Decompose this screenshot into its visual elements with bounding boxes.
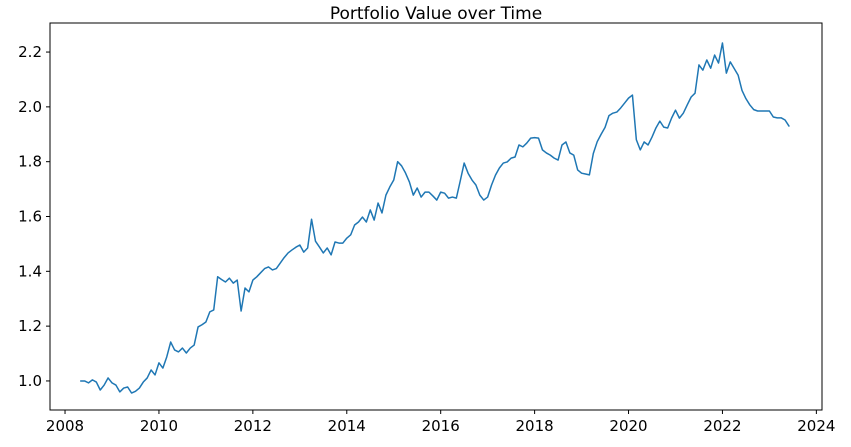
- y-tick-label: 1.8: [18, 153, 42, 171]
- y-tick-label: 1.4: [18, 262, 42, 280]
- x-tick-label: 2010: [140, 417, 178, 435]
- y-tick-label: 1.0: [18, 372, 42, 390]
- portfolio-value-line: [79, 42, 790, 394]
- chart-title: Portfolio Value over Time: [329, 4, 543, 24]
- y-tick-label: 1.2: [18, 317, 42, 335]
- x-tick-label: 2022: [703, 417, 741, 435]
- x-tick-label: 2012: [234, 417, 272, 435]
- y-tick-label: 2.2: [18, 43, 42, 61]
- x-tick-label: 2020: [609, 417, 647, 435]
- axes-box: [49, 22, 823, 411]
- x-tick-label: 2014: [328, 417, 366, 435]
- y-tick-label: 1.6: [18, 208, 42, 226]
- x-tick-label: 2018: [516, 417, 554, 435]
- x-tick-label: 2008: [46, 417, 84, 435]
- x-tick-label: 2024: [797, 417, 835, 435]
- y-tick-label: 2.0: [18, 98, 42, 116]
- x-tick-label: 2016: [422, 417, 460, 435]
